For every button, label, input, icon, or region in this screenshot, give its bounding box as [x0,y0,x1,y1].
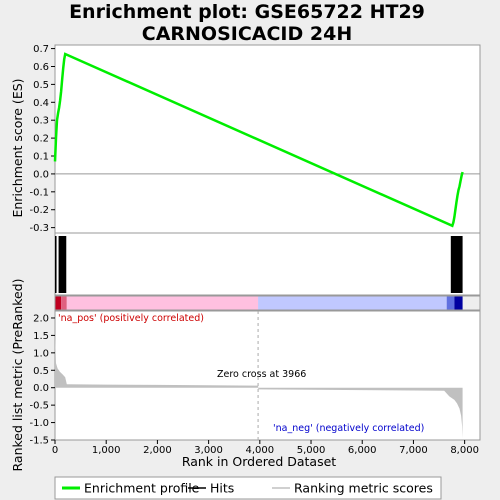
es-y-tick-label: 0.6 [33,62,49,73]
metric-y-tick-label: -1.5 [29,436,49,447]
x-tick-label: 4,000 [245,445,274,456]
es-y-axis-label: Enrichment score (ES) [10,78,25,217]
color-bar-frame [54,295,481,311]
es-y-tick-label: -0.3 [29,223,49,234]
x-axis: 0 1,000 2,000 3,000 4,000 5,000 6,000 7,000 8,00… [52,440,479,456]
x-tick-label: 6,000 [348,445,377,456]
legend-label: Hits [210,481,234,496]
ranked-metric-panel: 2.0 1.5 1.0 0.5 0.0 -0.5 -1.0 -1.5 'na_pos' (po… [10,279,481,472]
es-y-tick-label: 0.0 [33,169,49,180]
neg-correlated-label: 'na_neg' (negatively correlated) [273,423,424,434]
color-bar-segment [61,296,67,310]
x-tick-label: 5,000 [297,445,326,456]
es-plot-area [54,44,481,234]
metric-y-ticks: 2.0 1.5 1.0 0.5 0.0 -0.5 -1.0 -1.5 [29,313,55,447]
es-y-tick-label: 0.4 [33,98,49,109]
legend-label: Ranking metric scores [294,481,433,496]
x-tick-label: 8,000 [450,445,479,456]
metric-y-tick-label: 0.0 [33,383,49,394]
color-bar-segment [55,296,62,310]
es-panel: 0.7 0.6 0.5 0.4 0.3 0.2 0.1 0.0 -0.1 -0.2 -0.3 Enr… [10,44,481,234]
metric-y-tick-label: -1.0 [29,418,49,429]
metric-y-tick-label: 2.0 [33,313,49,324]
es-y-tick-label: 0.1 [33,152,49,163]
metric-y-tick-label: 1.5 [33,331,49,342]
legend: Enrichment profile Hits Ranking metric sco… [54,476,442,500]
metric-y-tick-label: -0.5 [29,401,49,412]
legend-label: Enrichment profile [84,481,200,496]
es-y-tick-label: 0.3 [33,116,49,127]
x-tick-label: 1,000 [92,445,121,456]
zero-cross-label: Zero cross at 3966 [217,369,306,380]
es-y-tick-label: -0.1 [29,187,49,198]
pos-correlated-label: 'na_pos' (positively correlated) [58,313,204,324]
es-y-ticks: 0.7 0.6 0.5 0.4 0.3 0.2 0.1 0.0 -0.1 -0.2 -0.3 [29,44,55,234]
x-axis-label: Rank in Ordered Dataset [182,454,336,469]
x-tick-label: 0 [52,445,58,456]
legend-box [54,476,442,500]
color-bar-segment [454,296,463,310]
ranking-metric-area [55,331,463,439]
color-bar-segment [446,296,455,310]
hits-plot-area [54,232,481,296]
es-y-tick-label: -0.2 [29,205,49,216]
es-y-tick-label: 0.7 [33,44,49,55]
rank-color-bar [54,295,481,311]
color-bar-segment [66,296,259,310]
metric-y-tick-label: 1.0 [33,348,49,359]
hit-mark [58,236,67,293]
hit-mark [55,236,57,293]
enrichment-profile-line [53,52,464,228]
es-y-tick-label: 0.2 [33,134,49,145]
hits-panel [54,232,481,296]
es-y-tick-label: 0.5 [33,80,49,91]
color-bar-segment [258,296,447,310]
hit-marks [55,236,463,293]
chart-title-line1: Enrichment plot: GSE65722 HT29 [69,1,425,23]
metric-y-tick-label: 0.5 [33,366,49,377]
x-tick-label: 7,000 [399,445,428,456]
metric-plot-area [54,310,481,441]
chart-title-line2: CARNOSICACID 24H [142,23,352,45]
x-tick-label: 2,000 [143,445,172,456]
metric-y-axis-label: Ranked list metric (PreRanked) [10,279,25,472]
legend-items: Enrichment profile Hits Ranking metric sco… [62,481,433,496]
hit-mark [450,236,463,293]
x-tick-label: 3,000 [194,445,223,456]
